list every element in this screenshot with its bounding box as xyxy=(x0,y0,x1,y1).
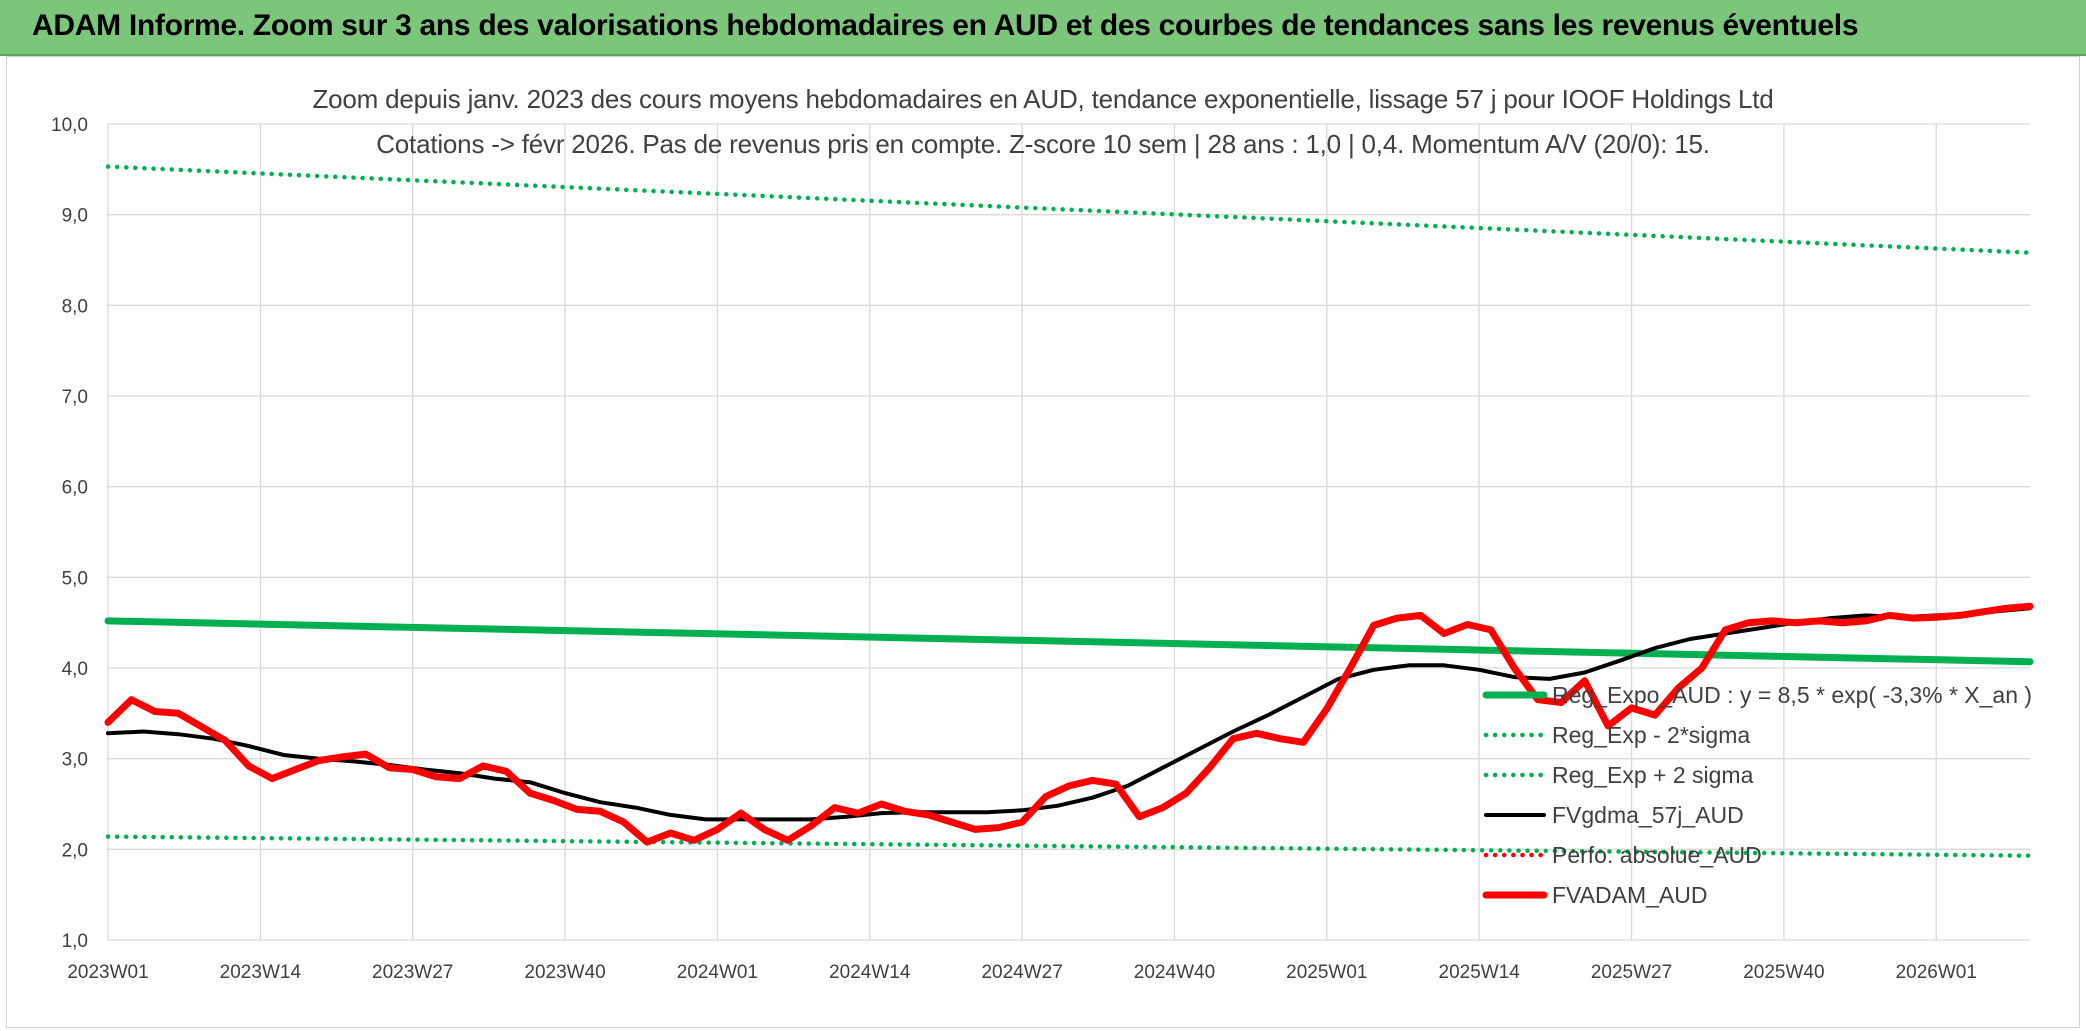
x-tick-label: 2025W14 xyxy=(1439,962,1521,983)
x-tick-label: 2025W01 xyxy=(1286,962,1367,983)
legend-entry-label: Perfo. absolue_AUD xyxy=(1552,842,1762,868)
y-tick-label: 4,0 xyxy=(62,659,88,680)
x-tick-label: 2024W27 xyxy=(981,962,1062,983)
legend-entry-label: FVgdma_57j_AUD xyxy=(1552,802,1744,828)
chart-title-line-2: Cotations -> févr 2026. Pas de revenus p… xyxy=(376,129,1710,159)
y-tick-label: 9,0 xyxy=(62,206,88,227)
chart-title-line-1: Zoom depuis janv. 2023 des cours moyens … xyxy=(312,84,1774,114)
x-tick-label: 2024W14 xyxy=(829,962,911,983)
legend-entry-label: Reg_Exp - 2*sigma xyxy=(1552,722,1750,748)
series-line-reg-exp xyxy=(105,834,2033,858)
title-banner: ADAM Informe. Zoom sur 3 ans des valoris… xyxy=(0,0,2086,56)
x-tick-label: 2025W40 xyxy=(1743,962,1824,983)
x-tick-label: 2026W01 xyxy=(1896,962,1977,983)
legend: Reg_Expo_AUD : y = 8,5 * exp( -3,3% * X_… xyxy=(1482,682,2032,908)
x-tick-label: 2023W14 xyxy=(220,962,302,983)
y-tick-label: 10,0 xyxy=(51,115,88,136)
legend-entry-label: Reg_Expo_AUD : y = 8,5 * exp( -3,3% * X_… xyxy=(1552,682,2032,708)
y-tick-label: 3,0 xyxy=(62,750,88,771)
y-tick-label: 5,0 xyxy=(62,568,88,589)
x-tick-label: 2023W27 xyxy=(372,962,453,983)
y-tick-label: 8,0 xyxy=(62,296,88,317)
y-tick-label: 1,0 xyxy=(62,931,88,952)
y-axis-ticks: 1,0 2,0 3,0 4,0 5,0 6,0 7,0 8,0 9,0 10,0 xyxy=(51,115,88,952)
x-tick-label: 2024W01 xyxy=(677,962,758,983)
series-line-fvadam-aud xyxy=(104,602,2034,846)
legend-entry-label: Reg_Exp + 2 sigma xyxy=(1552,762,1754,788)
y-tick-label: 6,0 xyxy=(62,478,88,499)
y-tick-label: 7,0 xyxy=(62,387,88,408)
legend-entry-label: FVADAM_AUD xyxy=(1552,882,1708,908)
chart-frame xyxy=(6,56,2080,1028)
series-lines xyxy=(104,164,2034,858)
x-tick-label: 2024W40 xyxy=(1134,962,1215,983)
y-tick-label: 2,0 xyxy=(62,840,88,861)
x-tick-label: 2023W01 xyxy=(67,962,148,983)
x-tick-label: 2025W27 xyxy=(1591,962,1672,983)
x-tick-label: 2023W40 xyxy=(524,962,605,983)
x-axis-ticks: 2023W01 2023W14 2023W27 2023W40 2024W01 2024W… xyxy=(67,962,1977,983)
series-line-reg-exp xyxy=(105,164,2033,255)
report-title: ADAM Informe. Zoom sur 3 ans des valoris… xyxy=(32,9,1859,42)
